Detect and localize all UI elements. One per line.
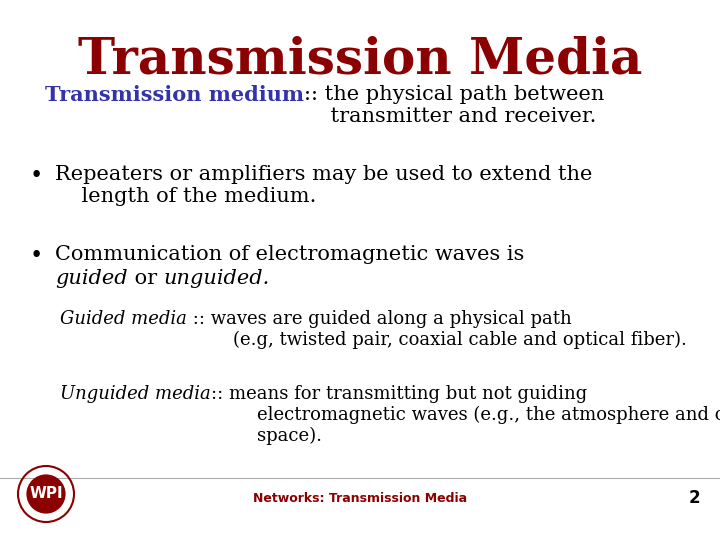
Text: Transmission medium: Transmission medium (45, 85, 304, 105)
Text: unguided.: unguided. (163, 269, 269, 288)
Text: :: means for transmitting but not guiding
        electromagnetic waves (e.g., t: :: means for transmitting but not guidin… (211, 385, 720, 445)
Text: Communication of electromagnetic waves is: Communication of electromagnetic waves i… (55, 245, 524, 264)
Text: :: the physical path between
    transmitter and receiver.: :: the physical path between transmitter… (304, 85, 604, 126)
Text: Networks: Transmission Media: Networks: Transmission Media (253, 491, 467, 504)
Text: WPI: WPI (30, 487, 63, 502)
Text: Transmission Media: Transmission Media (78, 35, 642, 84)
Text: •: • (30, 245, 43, 267)
Text: or: or (127, 269, 163, 288)
Text: 2: 2 (688, 489, 700, 507)
Text: Guided media: Guided media (60, 310, 187, 328)
Text: Repeaters or amplifiers may be used to extend the
    length of the medium.: Repeaters or amplifiers may be used to e… (55, 165, 593, 206)
Text: :: waves are guided along a physical path
        (e.g, twisted pair, coaxial ca: :: waves are guided along a physical pat… (187, 310, 687, 349)
Text: guided: guided (55, 269, 127, 288)
Text: Unguided media: Unguided media (60, 385, 211, 403)
Text: •: • (30, 165, 43, 187)
Circle shape (27, 475, 66, 514)
